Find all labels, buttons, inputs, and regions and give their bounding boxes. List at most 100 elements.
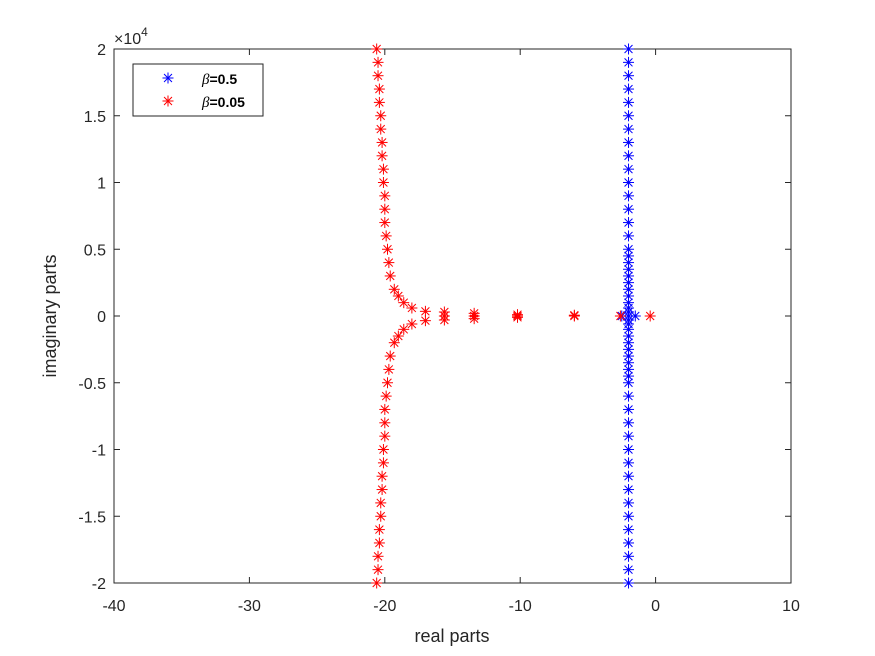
legend-marker-beta-0.05: [162, 95, 174, 107]
data-point: [623, 110, 635, 122]
data-point: [375, 510, 387, 522]
y-axis-exponent: ×104: [114, 25, 148, 48]
data-point: [382, 243, 394, 255]
y-tick-label: 1.5: [84, 109, 106, 126]
data-point: [373, 537, 385, 549]
data-point: [623, 150, 635, 162]
data-point: [623, 96, 635, 108]
data-point: [382, 377, 394, 389]
data-point: [372, 70, 384, 82]
y-tick-label: 2: [97, 42, 106, 59]
x-tick-label: -10: [509, 598, 532, 615]
data-point: [398, 297, 410, 309]
data-point: [406, 302, 418, 314]
data-point: [388, 283, 400, 295]
data-point: [623, 43, 635, 55]
legend-marker-beta-0.5: [162, 72, 174, 84]
plot-area: [113, 48, 792, 584]
data-point: [623, 470, 635, 482]
data-point: [623, 550, 635, 562]
x-tick-label: 0: [651, 598, 660, 615]
data-point: [623, 497, 635, 509]
data-point: [372, 56, 384, 68]
legend-marker-glyph: [162, 72, 174, 84]
data-point: [623, 83, 635, 95]
data-point: [379, 430, 391, 442]
data-point: [623, 390, 635, 402]
data-point: [623, 524, 635, 536]
y-tick-label: -1: [92, 443, 106, 460]
data-point: [623, 123, 635, 135]
y-tick-label: -0.5: [78, 376, 106, 393]
y-tick-label: 0.5: [84, 242, 106, 259]
data-point: [623, 457, 635, 469]
data-point: [373, 524, 385, 536]
data-point: [388, 337, 400, 349]
legend-entry-beta-0.05: β=0.05: [201, 94, 245, 111]
data-point: [376, 136, 388, 148]
data-point: [371, 43, 383, 55]
data-point: [644, 310, 656, 322]
data-point: [384, 350, 396, 362]
data-point: [383, 363, 395, 375]
legend: β=0.5 β=0.05: [132, 63, 264, 117]
legend-entry-beta-0.5: β=0.5: [201, 71, 237, 88]
data-point: [623, 70, 635, 82]
data-point: [623, 177, 635, 188]
data-point: [623, 163, 635, 175]
data-point: [623, 217, 635, 229]
x-tick-label: -40: [102, 598, 125, 615]
data-point: [623, 484, 635, 496]
data-point: [614, 310, 626, 322]
data-point: [372, 550, 384, 562]
data-point: [568, 309, 580, 321]
data-point: [379, 190, 391, 202]
data-point: [438, 314, 450, 326]
data-point: [373, 83, 385, 95]
data-point: [379, 217, 391, 229]
data-point: [623, 377, 635, 389]
data-point: [379, 403, 391, 415]
data-point: [380, 390, 392, 402]
x-tick-label: -30: [238, 598, 261, 615]
series-layer: [371, 43, 656, 589]
y-axis-label: imaginary parts: [40, 254, 60, 377]
data-point: [383, 257, 395, 269]
data-point: [419, 315, 431, 327]
data-point: [376, 150, 388, 162]
data-point: [629, 310, 641, 322]
data-point: [384, 270, 396, 282]
data-point: [623, 190, 635, 202]
x-axis-label: real parts: [414, 626, 489, 646]
y-tick-label: -2: [92, 576, 106, 593]
data-point: [468, 313, 480, 325]
x-tick-label: -20: [373, 598, 396, 615]
data-point: [375, 497, 387, 509]
data-point: [406, 318, 418, 330]
data-point: [379, 417, 391, 429]
series-1: [371, 43, 656, 589]
data-point: [379, 203, 391, 215]
axis-ticks: -40 -30 -20 -10 0 10 -2 -1.5 -1 -0.5 0 0.5 1 1.5 2: [78, 42, 800, 615]
data-point: [375, 110, 387, 122]
data-point: [623, 323, 635, 335]
data-point: [623, 430, 635, 442]
data-point: [392, 330, 404, 342]
data-point: [623, 403, 635, 415]
data-point: [377, 444, 389, 455]
data-point: [398, 323, 410, 335]
data-point: [623, 203, 635, 215]
data-point: [377, 457, 389, 469]
data-point: [623, 230, 635, 242]
data-point: [376, 484, 388, 496]
x-tick-label: 10: [782, 598, 800, 615]
data-point: [623, 136, 635, 148]
y-tick-label: -1.5: [78, 509, 106, 526]
data-point: [623, 537, 635, 549]
data-point: [392, 290, 404, 302]
data-point: [380, 230, 392, 242]
data-point: [623, 444, 635, 455]
data-point: [623, 564, 635, 576]
y-tick-label: 1: [97, 176, 106, 193]
data-point: [511, 311, 523, 323]
